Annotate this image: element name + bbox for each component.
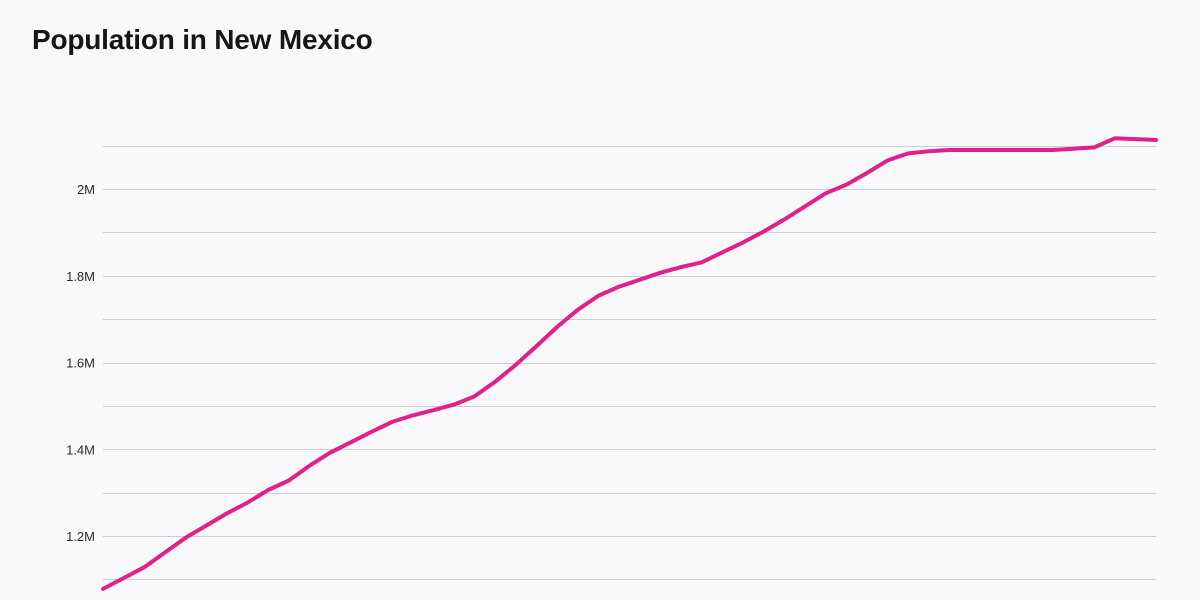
y-tick-label: 1.8M (66, 269, 95, 284)
y-axis-ticks: 1.2M 1.4M 1.6M 1.8M 2M (66, 182, 95, 544)
chart-title: Population in New Mexico (32, 24, 373, 55)
series-layer (101, 136, 1158, 591)
gridlines (103, 146, 1156, 580)
population-series-line (101, 136, 1158, 591)
y-tick-label: 1.2M (66, 529, 95, 544)
y-tick-label: 1.4M (66, 442, 95, 457)
y-tick-label: 2M (77, 182, 95, 197)
y-tick-label: 1.6M (66, 356, 95, 371)
